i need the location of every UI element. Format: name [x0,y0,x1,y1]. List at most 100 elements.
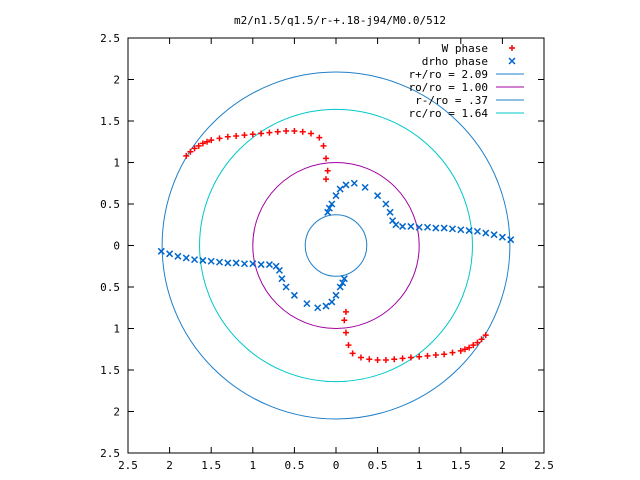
drho-phase-point [278,275,286,283]
drho-phase-point [342,181,350,189]
w-phase-point [323,176,330,183]
drho-phase-point [465,227,473,235]
w-phase-point [308,130,315,137]
x-tick-label: 1 [416,459,423,472]
drho-phase-point [382,200,390,208]
y-tick-label: 0.5 [100,198,120,211]
drho-phase-point [448,225,457,233]
w-phase-point [266,129,273,136]
w-phase-point [342,329,349,336]
drho-phase-point [423,223,432,231]
w-phase-point [320,142,327,149]
w-phase-point [241,132,248,139]
y-tick-label: 0 [113,240,120,253]
drho-phase-point [282,283,290,291]
legend-label: rc/ro = 1.64 [409,107,489,120]
x-tick-label: 0.5 [368,459,388,472]
drho-phase-point [232,259,240,267]
x-tick-label: 1.5 [201,459,221,472]
w-phase-point [357,354,364,361]
drho-phase-point [325,204,333,212]
w-phase-point [258,130,265,137]
y-tick-label: 2.5 [100,447,120,460]
w-phase-point [199,140,206,147]
y-tick-label: 1 [113,323,120,336]
circle-layer [161,71,511,420]
y-tick-label: 2.5 [100,32,120,45]
w-phase-point [391,356,398,363]
w-phase-point [208,137,215,144]
w-phase-point [323,155,330,162]
drho-phase-point [275,266,283,274]
y-tick-label: 2 [113,74,120,87]
w-phase-point [183,152,190,159]
w-phase-point [432,352,439,359]
drho-phase-point [399,222,407,230]
w-phase-point [249,131,256,138]
w-phase-point [291,127,298,134]
drho-phase-point [457,226,465,234]
w-phase-point [191,145,198,152]
drho-phase-point [207,257,215,265]
w-phase-point [341,317,348,324]
drho-phase-point [215,258,224,266]
w-phase-point [366,356,373,363]
drho-phase-point [240,260,249,268]
drho-phase-point [303,300,311,308]
legend-label: W phase [442,42,488,55]
y-tick-label: 1.5 [100,115,120,128]
w-phase-point [283,127,290,134]
x-tick-label: 0 [333,459,340,472]
w-phase-point [216,135,223,142]
drho-phase-point [174,252,182,260]
drho-phase-point [265,261,273,269]
drho-phase-point [350,179,358,187]
chart-title: m2/n1.5/q1.5/r-+.18-j94/M0.0/512 [234,14,446,27]
circle-r-2.09 [161,71,511,420]
drho-phase-point [314,304,322,312]
drho-phase-point [191,256,199,264]
w-phase-point [441,351,448,358]
w-phase-point [416,353,423,360]
drho-phase-point [328,200,336,208]
drho-phase-point [328,298,336,306]
w-phase-point [324,167,331,174]
x-tick-label: 1.5 [451,459,471,472]
drho-phase-point [199,256,207,264]
w-phase-point [457,347,464,354]
drho-phase-point [407,222,415,230]
drho-phase-point [389,217,397,225]
drho-phase-point [440,224,448,232]
drho-phase-point [332,192,340,200]
drho-phase-point [340,275,348,283]
circle-r-1 [252,162,420,329]
w-phase-point [204,138,211,145]
drho-phase-point [224,259,232,267]
x-tick-label: 2 [499,459,506,472]
x-tick-label: 2.5 [534,459,554,472]
drho-phase-point [249,260,257,268]
w-phase-point [349,350,356,357]
drho-phase-point [324,208,332,216]
w-phase-point [224,133,231,140]
x-tick-label: 2.5 [118,459,138,472]
x-tick-label: 2 [166,459,173,472]
y-tick-label: 1 [113,157,120,170]
data-layer [157,127,515,364]
w-phase-point [299,128,306,135]
w-phase-point [342,308,349,315]
legend-label: ro/ro = 1.00 [409,81,488,94]
w-phase-point [374,357,381,364]
legend-label: r+/ro = 2.09 [409,68,488,81]
w-phase-point [466,344,473,351]
x-tick-label: 0.5 [284,459,304,472]
drho-phase-point [322,302,330,310]
w-phase-point [470,342,477,349]
w-phase-point [449,349,456,356]
x-tick-label: 1 [249,459,256,472]
legend-label: r-/ro = .37 [415,94,488,107]
axes: 2.52.5221.51.5110.50.5000.50.5111.51.522… [100,32,554,472]
w-phase-point [316,134,323,141]
drho-phase-point [473,227,481,235]
